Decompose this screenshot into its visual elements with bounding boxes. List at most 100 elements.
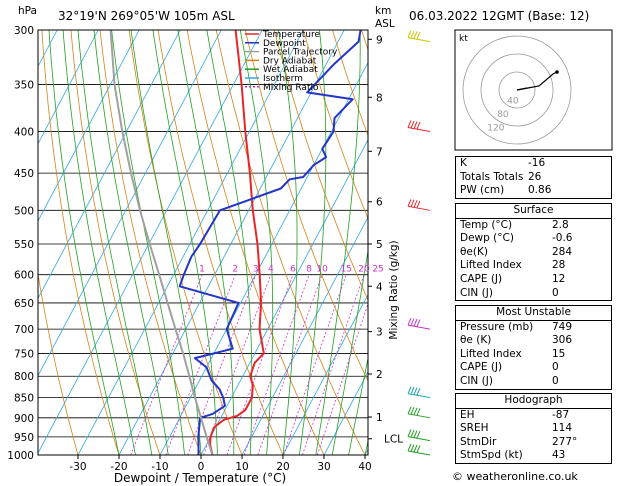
mixing-ratio-line [130,274,203,455]
wind-barb [407,127,431,133]
wind-barb [407,413,431,419]
legend-entry: Dewpoint [263,39,306,49]
mixing-ratio-label: 4 [268,265,274,275]
mixing-ratio-line [257,274,323,455]
table-row: StmDir 277° [456,436,611,450]
wind-barb-flag [413,121,418,129]
location-title: 32°19'N 269°05'W 105m ASL [58,9,235,23]
x-axis-label: Dewpoint / Temperature (°C) [114,471,286,485]
dry-adiabat-line [99,30,202,455]
table-row: CIN (J) 0 [456,287,611,301]
row-value: 28 [552,259,566,272]
row-label: Lifted Index [460,347,522,360]
wind-barb-flag [413,318,418,327]
wet-adiabat-line [278,30,298,455]
dewpoint-series [178,30,362,455]
wet-adiabat-line [299,30,327,455]
wind-barb-flag [410,429,415,438]
skewt-axes: 1 2 3 4 6 8 10 15 20 2530035040045050055060065070… [7,25,403,473]
row-value: 306 [552,334,573,347]
hodograph-table: Hodograph EH -87 SREH 114 StmDir 277° StmSpd (… [455,393,612,464]
wind-barb-flag [407,386,412,394]
row-value: 284 [552,245,573,258]
mixing-ratio-label: 6 [290,265,296,275]
wind-barb-flag [416,319,421,327]
surface-table: Surface Temp (°C) 2.8 Dewp (°C) -0.6 θe(K) 28… [455,203,612,302]
pressure-tick-label: 600 [14,270,34,282]
row-value: 0 [552,361,559,374]
skewt-profiles [109,30,362,455]
row-value: 749 [552,320,573,333]
pressure-tick-label: 400 [14,127,34,139]
wet-adiabat-line [239,30,274,455]
wind-barb-flag [413,444,418,453]
wind-barb [407,205,431,211]
wind-barb-flag [413,407,418,416]
dry-adiabat-line [215,30,366,455]
pressure-tick-label: 550 [14,239,34,251]
row-label: Totals Totals [460,170,524,183]
dry-adiabat-line [244,30,368,382]
pressure-tick-label: 850 [14,393,34,405]
table-row: CAPE (J) 0 [456,361,611,375]
wind-barb-flag [413,200,418,208]
pressure-tick-label: 500 [14,205,34,217]
mixing-ratio-label: 8 [306,265,312,275]
credit: © weatheronline.co.uk [452,470,578,483]
wet-adiabat-line [331,248,368,455]
legend-entry: Isotherm [263,74,303,84]
x-tick-label: 20 [276,461,289,473]
most-unstable-title: Most Unstable [456,306,611,321]
wind-barb [407,450,431,456]
wind-barb-flag [410,199,415,208]
wind-barb-flag [410,120,415,129]
table-row: CAPE (J) 12 [456,273,611,287]
pressure-tick-label: 900 [14,413,34,425]
table-row: Temp (°C) 2.8 [456,219,611,233]
mixing-ratio-axis-label: Mixing Ratio (g/kg) [388,240,400,339]
hodograph-frame [454,29,613,151]
wind-barb-flag [416,200,421,209]
table-row: Lifted Index 28 [456,259,611,273]
row-value: 15 [552,347,566,360]
indices-table: K -16 Totals Totals 26 PW (cm) 0.86 [455,156,612,199]
dry-adiabat-line [186,30,325,455]
hodograph-table-title: Hodograph [456,394,611,409]
km-tick-label: 4 [376,281,383,293]
x-tick-label: 0 [198,461,205,473]
x-tick-label: -10 [151,461,168,473]
pressure-tick-label: 300 [14,25,34,37]
km-tick-label: 2 [376,369,383,381]
km-tick-label: 9 [376,34,383,46]
mixing-ratio-line [316,302,368,455]
wet-adiabat-line [48,30,120,455]
mixing-ratio-line [165,274,236,455]
wind-barb-flag [416,31,421,40]
isotherm-line [282,293,368,455]
table-row: EH -87 [456,409,611,423]
row-label: θe(K) [460,245,488,258]
dry-adiabat-line [41,30,120,455]
row-label: Temp (°C) [460,218,513,231]
row-value: 0.86 [528,184,552,197]
wind-barb-flag [413,31,418,39]
legend-entry: Parcel Trajectory [263,48,338,58]
row-label: EH [460,408,475,421]
row-label: Lifted Index [460,259,522,272]
wind-barb-flag [407,443,412,452]
x-tick-label: -20 [110,461,127,473]
km-tick-label: 7 [376,146,383,158]
hodograph-ring [480,53,554,127]
pressure-tick-label: 950 [14,432,34,444]
legend-entry: Mixing Ratio [263,83,319,93]
dry-adiabat-line [157,30,284,455]
row-value: -0.6 [552,232,573,245]
km-tick-label: 5 [376,239,383,251]
parcel-trajectory-series [109,30,214,455]
mixing-ratio-line [283,274,347,455]
mixing-ratio-label: 20 [358,265,370,275]
row-value: 2.8 [552,218,569,231]
dry-adiabat-line [273,30,368,302]
row-label: K [460,157,467,169]
